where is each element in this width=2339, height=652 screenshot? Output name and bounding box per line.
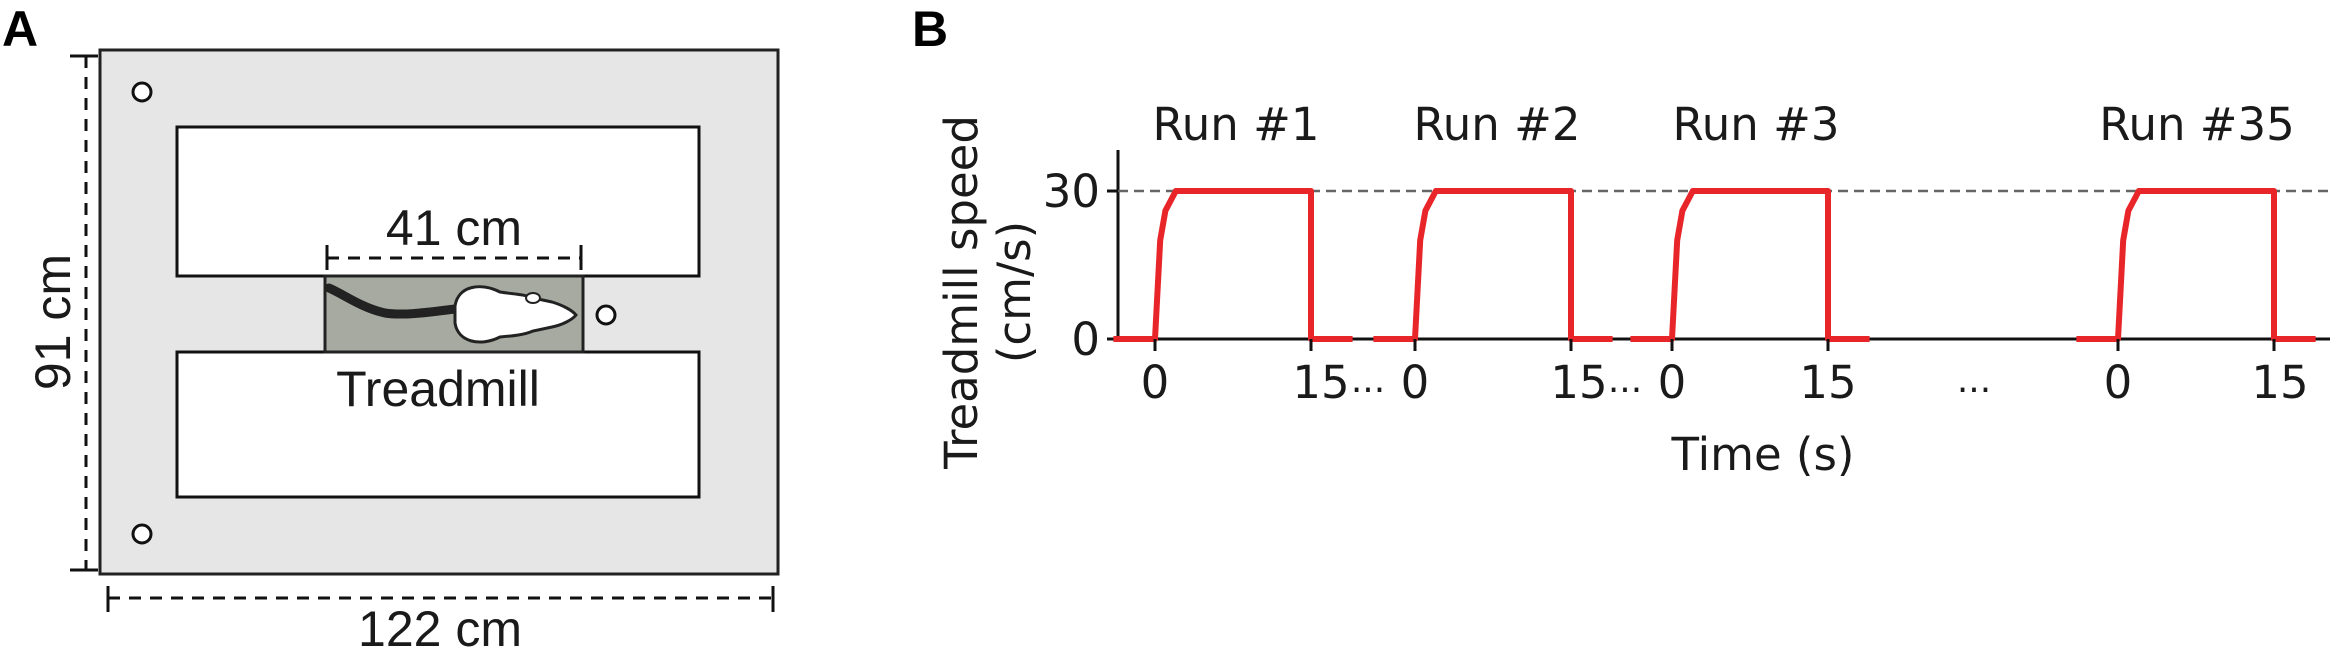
width-label: 122 cm <box>358 601 522 652</box>
y-tick-label-0: 0 <box>1071 313 1100 366</box>
height-dimension <box>70 54 98 572</box>
panel-b-letter: B <box>912 1 948 57</box>
run-label-35: Run #35 <box>2099 98 2295 151</box>
run-trace-35 <box>2076 188 2316 342</box>
x-tick-label-run-1-end: 15 <box>1292 356 1349 409</box>
ellipsis-3: ... <box>1957 360 1991 401</box>
run-trace-1 <box>1113 188 1353 342</box>
length-dimension <box>325 245 583 270</box>
run-3: Run #3 0 15 ... <box>1630 98 1991 409</box>
panel-a-letter: A <box>2 1 38 57</box>
x-tick-label-run-3-start: 0 <box>1658 356 1687 409</box>
upper-arm <box>175 125 701 278</box>
run-label-3: Run #3 <box>1673 98 1840 151</box>
x-tick-label-run-2-end: 15 <box>1550 356 1607 409</box>
hole-right-of-treadmill <box>595 304 617 326</box>
x-tick-label-run-1-start: 0 <box>1141 356 1170 409</box>
hole-top-left <box>131 81 153 103</box>
run-trace-2 <box>1373 188 1613 342</box>
width-dimension <box>106 586 775 612</box>
y-tick-label-30: 30 <box>1043 165 1100 218</box>
run-trace-3 <box>1630 188 1870 342</box>
run-2: Run #2 0 15 ... <box>1373 98 1642 409</box>
treadmill-label: Treadmill <box>336 361 540 417</box>
x-axis-label: Time (s) <box>1671 428 1855 481</box>
x-tick-label-run-35-end: 15 <box>2251 356 2308 409</box>
run-label-1: Run #1 <box>1153 98 1320 151</box>
length-label: 41 cm <box>386 200 522 256</box>
run-1: Run #1 0 15 ... <box>1113 98 1385 409</box>
y-axis-label-line2: (cm/s) <box>988 221 1041 363</box>
y-axis-label-line1: Treadmill speed <box>935 115 988 470</box>
mouse-icon <box>324 283 578 344</box>
panel-b: B Treadmill speed (cm/s) 30 0 Run #1 0 1… <box>912 1 2330 481</box>
height-label: 91 cm <box>25 254 81 390</box>
run-label-2: Run #2 <box>1414 98 1581 151</box>
x-tick-label-run-35-start: 0 <box>2104 356 2133 409</box>
hole-bottom-left <box>131 523 153 545</box>
panel-a: A 41 cm Treadmill <box>2 1 780 652</box>
ellipsis-1: ... <box>1351 360 1385 401</box>
run-35: Run #35 0 15 <box>2076 98 2316 409</box>
x-tick-label-run-2-start: 0 <box>1401 356 1430 409</box>
x-tick-label-run-3-end: 15 <box>1799 356 1856 409</box>
ellipsis-2: ... <box>1608 360 1642 401</box>
